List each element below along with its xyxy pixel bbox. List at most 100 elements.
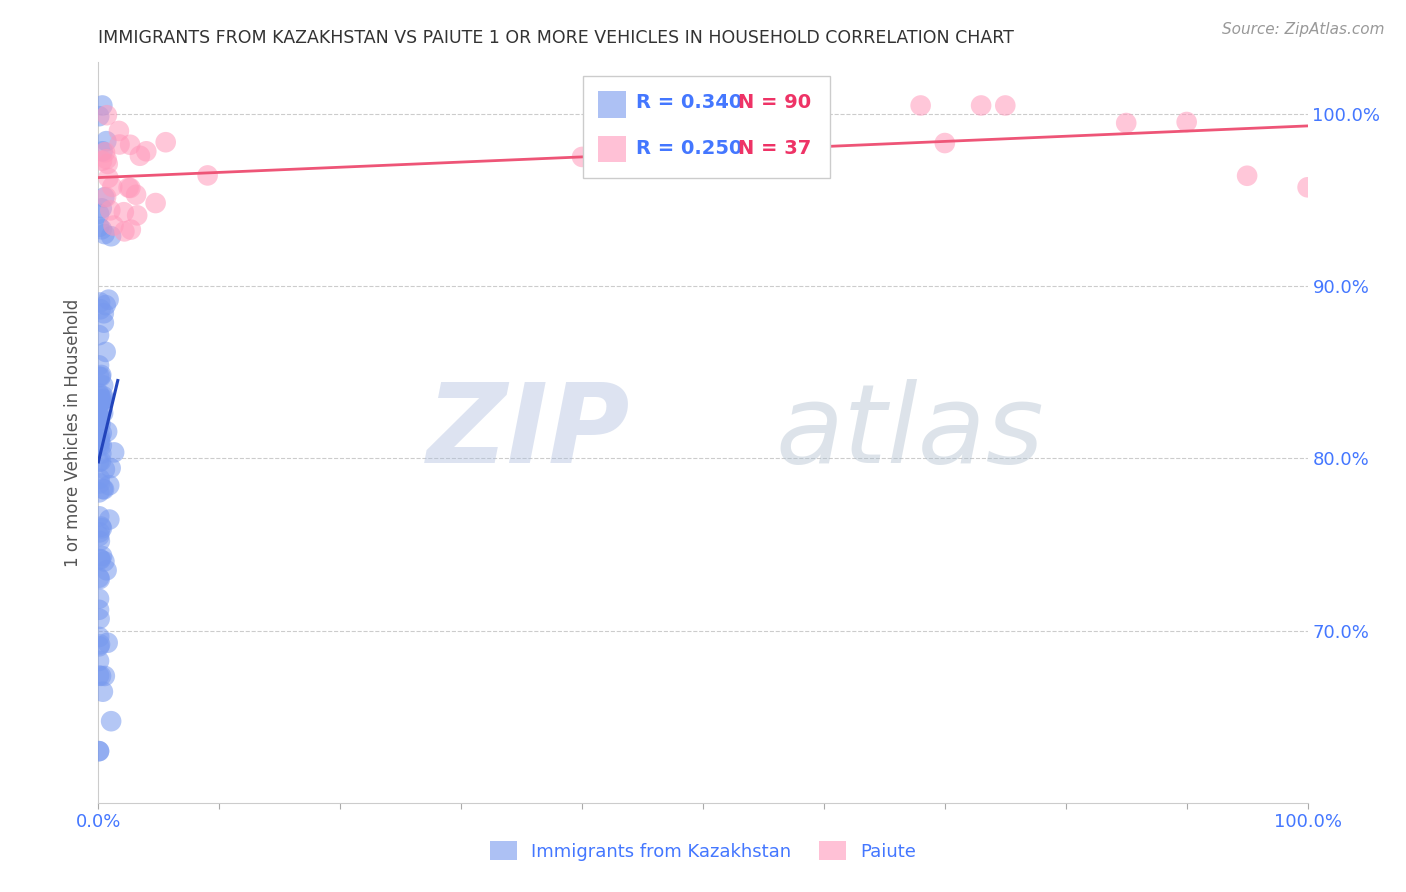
Point: [87, 654, 110, 668]
Point: [125, 187, 148, 202]
Point: [571, 150, 593, 164]
Point: [1115, 116, 1137, 130]
Point: [97, 636, 120, 650]
Point: [87, 744, 110, 758]
Point: [87, 359, 110, 373]
Point: [89, 295, 111, 310]
Point: [93, 306, 115, 320]
Point: [87, 571, 110, 585]
Point: [89, 109, 111, 123]
Point: [120, 181, 142, 195]
Point: [108, 124, 131, 138]
Point: [1296, 180, 1319, 194]
Point: [89, 476, 111, 491]
Point: [96, 563, 118, 577]
Point: [89, 640, 111, 654]
Point: [94, 298, 117, 312]
Point: [94, 344, 117, 359]
Point: [89, 302, 111, 317]
Point: [87, 409, 110, 424]
Point: [87, 207, 110, 221]
Point: [112, 224, 135, 238]
Point: [127, 208, 149, 222]
Point: [90, 394, 112, 409]
Point: [1236, 169, 1258, 183]
Point: [90, 222, 112, 236]
Point: [93, 483, 115, 497]
Point: [89, 396, 111, 410]
Point: [89, 534, 111, 549]
Point: [934, 136, 956, 150]
Point: [108, 137, 131, 152]
Point: [91, 145, 114, 159]
Point: [94, 190, 117, 204]
Point: [93, 392, 115, 406]
Point: [90, 426, 112, 441]
Point: [87, 414, 110, 428]
Point: [87, 369, 110, 384]
Point: [89, 612, 111, 626]
Point: [89, 410, 111, 425]
Point: [90, 202, 112, 216]
Point: [89, 438, 111, 452]
Text: R = 0.340: R = 0.340: [636, 93, 742, 112]
Point: [692, 149, 714, 163]
Point: [90, 439, 112, 453]
Point: [97, 293, 120, 307]
Text: R = 0.250: R = 0.250: [636, 139, 742, 159]
Point: [90, 552, 112, 566]
Point: [89, 432, 111, 446]
Point: [135, 145, 157, 159]
Text: N = 90: N = 90: [738, 93, 811, 112]
Point: [89, 389, 111, 403]
Point: [197, 169, 219, 183]
Point: [97, 157, 120, 171]
Point: [1175, 115, 1198, 129]
Y-axis label: 1 or more Vehicles in Household: 1 or more Vehicles in Household: [65, 299, 83, 566]
Point: [91, 378, 114, 392]
Point: [91, 549, 114, 563]
Point: [89, 572, 111, 586]
Point: [90, 519, 112, 533]
Point: [90, 369, 112, 384]
Point: [120, 137, 142, 152]
Point: [94, 145, 117, 160]
Point: [87, 603, 110, 617]
Point: [910, 98, 932, 112]
Point: [87, 328, 110, 343]
Point: [90, 454, 112, 468]
Point: [145, 196, 167, 211]
Point: [91, 482, 114, 496]
Point: [87, 395, 110, 409]
Point: [89, 525, 111, 540]
Point: [129, 149, 152, 163]
Point: [994, 98, 1017, 112]
Point: [103, 445, 125, 459]
Point: [970, 98, 993, 112]
Point: [90, 669, 112, 683]
Point: [98, 512, 121, 526]
Text: Source: ZipAtlas.com: Source: ZipAtlas.com: [1222, 22, 1385, 37]
Point: [89, 509, 111, 524]
Point: [91, 389, 114, 403]
Text: IMMIGRANTS FROM KAZAKHSTAN VS PAIUTE 1 OR MORE VEHICLES IN HOUSEHOLD CORRELATION: IMMIGRANTS FROM KAZAKHSTAN VS PAIUTE 1 O…: [98, 29, 1014, 47]
Point: [87, 455, 110, 469]
Point: [87, 668, 110, 682]
Point: [96, 108, 118, 122]
Point: [87, 485, 110, 500]
Point: [90, 395, 112, 409]
Text: atlas: atlas: [776, 379, 1045, 486]
Point: [96, 134, 118, 148]
Point: [91, 98, 114, 112]
Point: [87, 435, 110, 450]
Point: [117, 180, 139, 194]
Point: [91, 406, 114, 420]
Point: [89, 435, 111, 450]
Text: ZIP: ZIP: [427, 379, 630, 486]
Point: [90, 368, 112, 382]
Point: [87, 591, 110, 606]
Point: [100, 714, 122, 729]
Point: [91, 153, 114, 168]
Point: [96, 425, 118, 439]
Point: [94, 669, 117, 683]
